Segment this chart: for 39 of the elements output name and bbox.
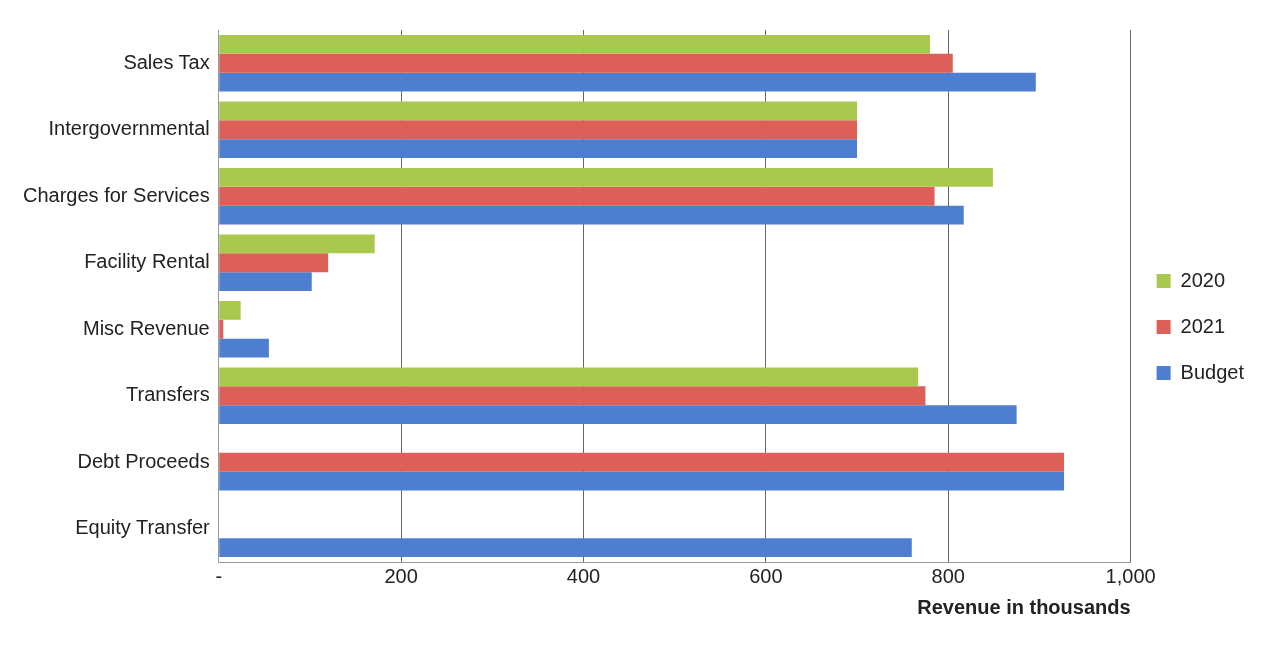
x-tick-label: 600 (749, 564, 783, 587)
bar (219, 253, 329, 273)
bar (219, 367, 919, 387)
bar (219, 34, 930, 54)
bar (219, 234, 375, 254)
bar (219, 101, 858, 121)
bar (219, 205, 964, 225)
y-tick-label: Sales Tax (123, 50, 210, 73)
legend-label: Budget (1180, 360, 1245, 383)
bar (219, 139, 858, 159)
x-tick-label: 200 (384, 564, 418, 587)
legend-label: 2021 (1180, 314, 1226, 337)
bar (219, 405, 1017, 425)
bar (219, 72, 1036, 92)
y-tick-label: Debt Proceeds (77, 449, 210, 472)
y-tick-label: Misc Revenue (83, 316, 210, 339)
y-tick-label: Charges for Services (22, 183, 210, 206)
bar (219, 186, 935, 206)
x-tick-label: - (215, 564, 223, 587)
x-tick-label: 400 (566, 564, 601, 587)
bar (219, 319, 224, 339)
bar (219, 120, 858, 140)
bar (219, 538, 912, 558)
y-tick-label: Intergovernmental (48, 117, 210, 140)
bar (219, 452, 1065, 472)
x-axis-title: Revenue in thousands (917, 595, 1131, 618)
bar (219, 471, 1065, 491)
y-tick-label: Facility Rental (84, 250, 210, 273)
bar (219, 53, 953, 73)
x-tick-label: 1,000 (1105, 564, 1156, 587)
bar (219, 272, 312, 292)
legend-label: 2020 (1180, 268, 1226, 291)
y-tick-label: Equity Transfer (75, 516, 211, 539)
bar (219, 338, 269, 358)
y-tick-label: Transfers (126, 383, 210, 406)
bar (219, 167, 993, 187)
bar (219, 386, 926, 406)
x-tick-label: 800 (931, 564, 965, 587)
bar (219, 300, 241, 320)
